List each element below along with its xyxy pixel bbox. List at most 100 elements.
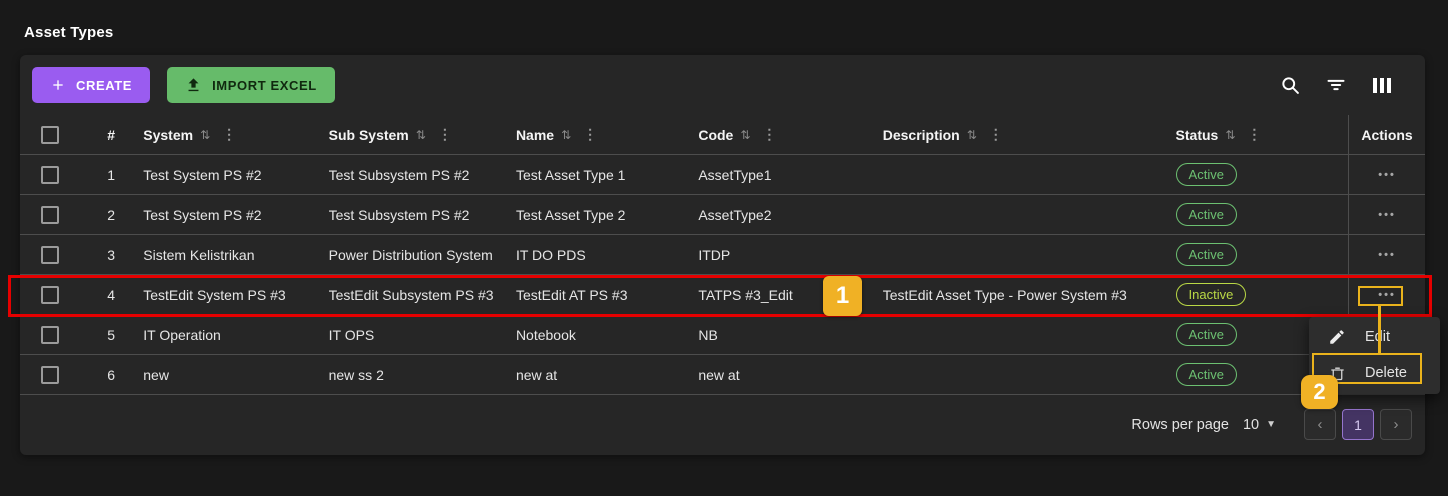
column-menu-icon[interactable]: ⋮ [1247, 126, 1262, 142]
caret-down-icon: ▼ [1266, 419, 1276, 430]
row-actions-button[interactable]: ••• [1370, 163, 1404, 187]
prev-page-button[interactable]: ‹ [1304, 409, 1336, 440]
header-label-actions: Actions [1361, 126, 1413, 143]
create-button[interactable]: CREATE [32, 67, 151, 103]
column-menu-icon[interactable]: ⋮ [222, 126, 237, 142]
cell-name: Notebook [515, 326, 576, 343]
sort-icon[interactable]: ⇅ [561, 127, 572, 142]
cell-index: 5 [107, 326, 116, 343]
sort-icon[interactable]: ⇅ [1225, 127, 1236, 142]
row-checkbox[interactable] [40, 245, 59, 264]
header-label-index: # [107, 126, 116, 143]
row-select-cell [20, 165, 79, 184]
sort-icon[interactable]: ⇅ [200, 127, 211, 142]
row-actions-button[interactable]: ••• [1370, 203, 1404, 227]
row-actions-button[interactable]: ••• [1370, 243, 1404, 267]
pagination-bar: Rows per page 10 ▼ ‹ 1 › [20, 395, 1425, 454]
status-badge: Inactive [1175, 283, 1247, 306]
cell-status: Inactive [1175, 283, 1349, 306]
header-cell-status[interactable]: Status ⇅ ⋮ [1176, 126, 1349, 143]
cell-code: NB [698, 326, 718, 343]
cell-index: 1 [107, 166, 116, 183]
cell-subsystem: IT OPS [328, 326, 375, 343]
next-page-button[interactable]: › [1380, 409, 1412, 440]
cell-subsystem: Test Subsystem PS #2 [328, 206, 470, 223]
header-cell-subsystem[interactable]: Sub System ⇅ ⋮ [329, 126, 516, 143]
row-select-cell [20, 325, 79, 344]
row-checkbox[interactable] [40, 325, 59, 344]
header-label-code: Code [698, 126, 734, 143]
cell-code: new at [698, 366, 740, 383]
cell-code: AssetType2 [698, 206, 772, 223]
cell-system: Test System PS #2 [143, 166, 262, 183]
select-all-checkbox[interactable] [40, 125, 59, 144]
cell-index: 3 [107, 246, 116, 263]
row-checkbox[interactable] [40, 285, 59, 304]
row-checkbox[interactable] [40, 205, 59, 224]
cell-subsystem: new ss 2 [328, 366, 384, 383]
header-cell-code[interactable]: Code ⇅ ⋮ [698, 126, 882, 143]
filter-icon[interactable] [1325, 74, 1347, 96]
cell-subsystem: Test Subsystem PS #2 [328, 166, 470, 183]
cell-status: Active [1175, 163, 1349, 186]
header-label-name: Name [515, 126, 555, 143]
plus-icon [50, 77, 66, 93]
column-menu-icon[interactable]: ⋮ [762, 126, 777, 142]
menu-item-edit[interactable]: Edit [1309, 319, 1440, 355]
columns-icon[interactable] [1371, 74, 1393, 96]
cell-code: ITDP [698, 246, 731, 263]
cell-description: TestEdit Asset Type - Power System #3 [882, 286, 1127, 303]
search-icon[interactable] [1279, 74, 1301, 96]
header-cell-actions: Actions [1348, 115, 1425, 154]
status-badge: Active [1175, 203, 1237, 226]
header-cell-name[interactable]: Name ⇅ ⋮ [516, 126, 698, 143]
column-menu-icon[interactable]: ⋮ [988, 126, 1003, 142]
row-select-cell [20, 285, 79, 304]
row-checkbox[interactable] [40, 165, 59, 184]
cell-system: IT Operation [143, 326, 221, 343]
header-cell-description[interactable]: Description ⇅ ⋮ [883, 126, 1176, 143]
table-row: 4 TestEdit System PS #3 TestEdit Subsystem… [20, 275, 1425, 315]
cell-index: 6 [107, 366, 116, 383]
status-badge: Active [1175, 163, 1237, 186]
column-menu-icon[interactable]: ⋮ [583, 126, 598, 142]
table-row: 2 Test System PS #2 Test Subsystem PS #2 Te… [20, 195, 1425, 235]
row-actions-button[interactable]: ••• [1370, 283, 1404, 307]
header-cell-system[interactable]: System ⇅ ⋮ [143, 126, 328, 143]
row-select-cell [20, 245, 79, 264]
menu-item-delete-label: Delete [1365, 365, 1407, 381]
sort-icon[interactable]: ⇅ [415, 127, 426, 142]
cell-actions: ••• [1348, 235, 1425, 274]
column-menu-icon[interactable]: ⋮ [437, 126, 452, 142]
cell-system: Sistem Kelistrikan [143, 246, 255, 263]
menu-item-delete[interactable]: Delete [1309, 355, 1440, 391]
cell-code: TATPS #3_Edit [698, 286, 793, 303]
cell-index: 4 [107, 286, 116, 303]
header-label-subsystem: Sub System [328, 126, 409, 143]
status-badge: Active [1175, 363, 1237, 386]
rows-per-page-label: Rows per page [1131, 416, 1229, 433]
header-label-status: Status [1175, 126, 1219, 143]
cell-name: new at [515, 366, 558, 383]
cell-actions: ••• [1348, 275, 1425, 314]
status-badge: Active [1175, 323, 1237, 346]
table-body: 1 Test System PS #2 Test Subsystem PS #2 Te… [20, 155, 1425, 395]
trash-icon [1327, 363, 1347, 383]
cell-system: Test System PS #2 [143, 206, 262, 223]
cell-index: 2 [107, 206, 116, 223]
page-1-button[interactable]: 1 [1342, 409, 1374, 440]
row-actions-menu: Edit Delete [1309, 317, 1440, 394]
import-excel-button[interactable]: IMPORT EXCEL [167, 67, 335, 103]
sort-icon[interactable]: ⇅ [740, 127, 751, 142]
cell-status: Active [1175, 323, 1349, 346]
sort-icon[interactable]: ⇅ [966, 127, 977, 142]
table-row: 3 Sistem Kelistrikan Power Distribution Sy… [20, 235, 1425, 275]
cell-status: Active [1175, 203, 1349, 226]
page-title: Asset Types [24, 24, 114, 41]
rows-per-page-select[interactable]: 10 ▼ [1243, 417, 1276, 433]
asset-types-card: CREATE IMPORT EXCEL # System ⇅ ⋮ Sub System ⇅… [20, 55, 1425, 455]
row-checkbox[interactable] [40, 365, 59, 384]
cell-status: Active [1175, 243, 1349, 266]
